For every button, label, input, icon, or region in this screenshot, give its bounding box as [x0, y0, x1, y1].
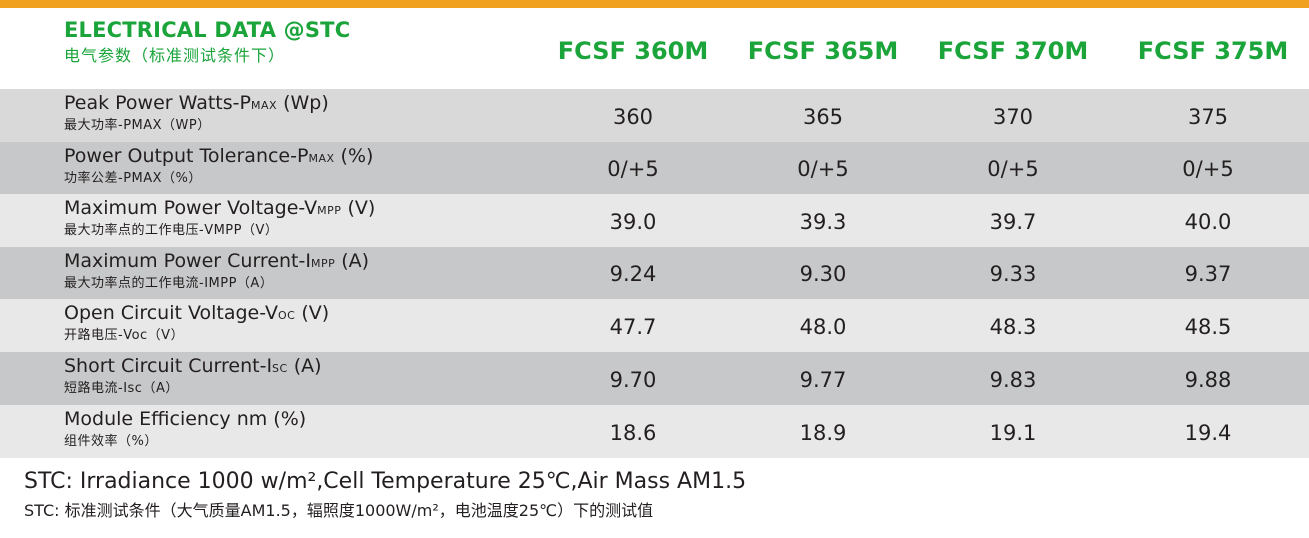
row-label: Open Circuit Voltage-VOC (V) 开路电压-Voc（V）	[64, 302, 329, 344]
table-cell: 9.37	[1184, 262, 1232, 286]
section-title: ELECTRICAL DATA @STC 电气参数（标准测试条件下）	[64, 17, 350, 67]
label-chinese: 最大功率点的工作电流-IMPP（A）	[64, 276, 274, 291]
table-cell: 9.88	[1184, 367, 1232, 392]
table-cell: 9.33	[989, 262, 1037, 286]
table-cell: 39.3	[799, 209, 847, 234]
label-english: Peak Power Watts-PMAX (Wp)	[64, 92, 329, 114]
table-cell: 19.4	[1184, 420, 1232, 445]
table-row-peak-power: Peak Power Watts-PMAX (Wp) 最大功率-PMAX（WP）…	[0, 89, 1309, 142]
title-chinese: 电气参数（标准测试条件下）	[64, 46, 286, 65]
table-cell: 48.3	[989, 314, 1037, 339]
row-label: Power Output Tolerance-PMAX (%) 功率公差-PMA…	[64, 145, 373, 187]
row-label: Module Efficiency nm (%) 组件效率（%）	[64, 408, 306, 450]
table-cell: 0/+5	[987, 157, 1039, 181]
table-cell: 370	[992, 104, 1034, 129]
table-cell: 9.24	[609, 262, 657, 286]
row-label: Short Circuit Current-ISC (A) 短路电流-Isc（A…	[64, 355, 322, 397]
stc-note-english: STC: Irradiance 1000 w/m²,Cell Temperatu…	[24, 469, 747, 494]
row-label: Maximum Power Voltage-VMPP (V) 最大功率点的工作电…	[64, 197, 375, 239]
row-label: Maximum Power Current-IMPP (A) 最大功率点的工作电…	[64, 250, 369, 292]
table-cell: 0/+5	[1182, 157, 1234, 181]
table-cell: 0/+5	[797, 157, 849, 181]
electrical-data-table: Peak Power Watts-PMAX (Wp) 最大功率-PMAX（WP）…	[0, 89, 1309, 458]
label-chinese: 最大功率点的工作电压-VMPP（V）	[64, 223, 279, 238]
label-english: Maximum Power Voltage-VMPP (V)	[64, 197, 376, 219]
table-cell: 48.0	[799, 314, 847, 339]
row-label: Peak Power Watts-PMAX (Wp) 最大功率-PMAX（WP）	[64, 92, 329, 134]
label-chinese: 组件效率（%）	[64, 434, 158, 449]
table-cell: 19.1	[989, 420, 1037, 445]
top-accent-bar	[0, 0, 1309, 8]
table-cell: 40.0	[1184, 209, 1232, 234]
model-header-2: FCSF 365M	[747, 37, 899, 65]
table-cell: 360	[612, 104, 654, 129]
label-chinese: 最大功率-PMAX（WP）	[64, 118, 211, 133]
table-row-short-circuit-current: Short Circuit Current-ISC (A) 短路电流-Isc（A…	[0, 352, 1309, 405]
label-chinese: 功率公差-PMAX（%）	[64, 171, 202, 186]
table-cell: 39.7	[989, 209, 1037, 234]
table-cell: 18.6	[609, 420, 657, 445]
table-row-power-tolerance: Power Output Tolerance-PMAX (%) 功率公差-PMA…	[0, 142, 1309, 194]
table-cell: 9.30	[799, 262, 847, 286]
table-row-module-efficiency: Module Efficiency nm (%) 组件效率（%） 18.6 18…	[0, 405, 1309, 458]
label-english: Short Circuit Current-ISC (A)	[64, 355, 322, 377]
table-cell: 9.70	[609, 367, 657, 392]
table-cell: 365	[802, 104, 844, 129]
stc-note-chinese: STC: 标准测试条件（大气质量AM1.5，辐照度1000W/m²，电池温度25…	[24, 501, 654, 520]
table-row-max-power-voltage: Maximum Power Voltage-VMPP (V) 最大功率点的工作电…	[0, 194, 1309, 247]
model-header-1: FCSF 360M	[557, 37, 709, 65]
label-english: Open Circuit Voltage-VOC (V)	[64, 302, 330, 324]
table-cell: 39.0	[609, 209, 657, 234]
table-cell: 18.9	[799, 420, 847, 445]
table-cell: 47.7	[609, 314, 657, 339]
table-row-max-power-current: Maximum Power Current-IMPP (A) 最大功率点的工作电…	[0, 247, 1309, 299]
label-chinese: 短路电流-Isc（A）	[64, 381, 179, 396]
title-english: ELECTRICAL DATA @STC	[64, 18, 351, 42]
table-cell: 375	[1187, 104, 1229, 129]
table-cell: 9.77	[799, 367, 847, 392]
table-cell: 48.5	[1184, 314, 1232, 339]
table-cell: 9.83	[989, 367, 1037, 392]
label-english: Module Efficiency nm (%)	[64, 408, 307, 430]
label-english: Power Output Tolerance-PMAX (%)	[64, 145, 374, 167]
label-english: Maximum Power Current-IMPP (A)	[64, 250, 370, 272]
model-header-4: FCSF 375M	[1137, 37, 1289, 65]
label-chinese: 开路电压-Voc（V）	[64, 328, 185, 343]
table-cell: 0/+5	[607, 157, 659, 181]
model-header-3: FCSF 370M	[937, 37, 1089, 65]
table-row-open-circuit-voltage: Open Circuit Voltage-VOC (V) 开路电压-Voc（V）…	[0, 299, 1309, 352]
